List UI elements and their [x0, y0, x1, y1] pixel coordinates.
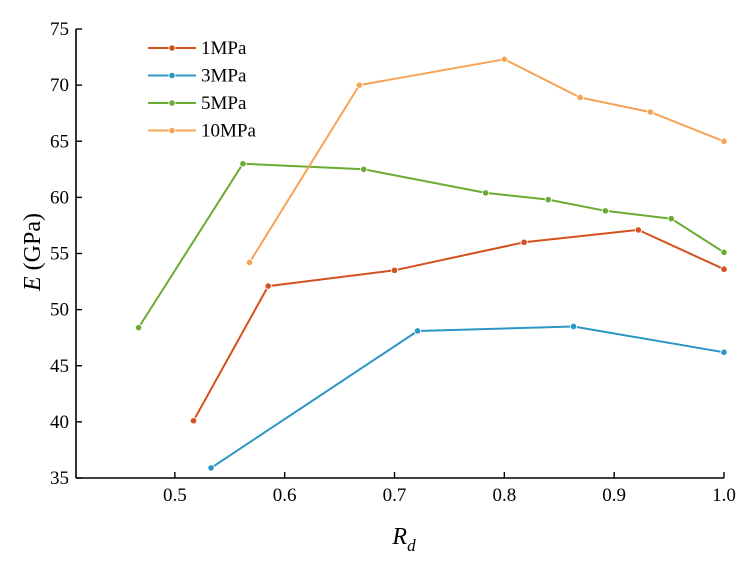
x-axis-title-main: R	[391, 524, 407, 550]
data-point-3mpa	[569, 322, 578, 331]
y-tick-label: 60	[50, 187, 69, 208]
data-point-1mpa	[390, 266, 399, 274]
legend: 1MPa 3MPa 5MPa 10MPa	[148, 38, 256, 142]
data-point-3mpa	[413, 327, 422, 335]
y-axis-title-symbol: E	[20, 276, 46, 292]
x-tick-label: 0.9	[602, 485, 626, 506]
y-tick-label: 50	[50, 300, 69, 321]
data-point-10mpa	[576, 93, 584, 102]
series-layer	[135, 55, 728, 472]
series-line-10mpa	[248, 58, 725, 264]
legend-label-3mpa: 3MPa	[201, 66, 247, 87]
data-point-1mpa	[720, 265, 728, 273]
x-tick-label: 0.6	[273, 485, 297, 506]
data-point-1mpa	[264, 282, 272, 290]
legend-marker-3mpa	[168, 71, 176, 80]
y-axis-title-unit: (GPa)	[20, 213, 46, 270]
data-point-1mpa	[634, 226, 642, 234]
series-line-1mpa	[192, 228, 725, 422]
data-point-5mpa	[360, 165, 368, 173]
data-point-10mpa	[500, 55, 508, 63]
y-tick-label: 40	[50, 412, 69, 433]
data-point-10mpa	[646, 108, 655, 116]
x-tick-label: 0.5	[163, 485, 187, 506]
data-point-5mpa	[135, 323, 143, 332]
data-point-3mpa	[207, 464, 215, 472]
data-point-10mpa	[720, 137, 728, 145]
series-line-5mpa	[137, 162, 725, 329]
legend-label-5mpa: 5MPa	[201, 93, 247, 114]
axes	[75, 29, 724, 479]
data-point-5mpa	[544, 196, 552, 204]
legend-marker-5mpa	[168, 99, 176, 107]
x-tick-label: 0.8	[492, 485, 516, 506]
y-ticks: 35 40 45 50 55 60 65 70 75	[50, 19, 82, 489]
x-tick-label: 0.7	[383, 485, 407, 506]
data-point-5mpa	[601, 207, 609, 215]
legend-label-1mpa: 1MPa	[201, 38, 247, 59]
series-line-3mpa	[210, 325, 725, 469]
y-tick-label: 35	[50, 468, 69, 489]
data-point-3mpa	[720, 348, 728, 356]
y-axis-title: E (GPa)	[20, 213, 46, 292]
y-tick-label: 55	[50, 244, 69, 265]
x-tick-label: 1.0	[712, 485, 736, 506]
data-point-5mpa	[482, 189, 490, 197]
legend-label-10mpa: 10MPa	[201, 121, 256, 142]
y-tick-label: 45	[50, 356, 69, 377]
x-ticks: 0.5 0.6 0.7 0.8 0.9 1.0	[163, 472, 736, 506]
y-tick-label: 65	[50, 131, 69, 152]
data-point-5mpa	[667, 215, 675, 223]
legend-marker-1mpa	[168, 44, 176, 52]
data-point-1mpa	[520, 238, 528, 246]
data-point-10mpa	[355, 81, 363, 89]
data-point-1mpa	[189, 417, 198, 425]
data-point-5mpa	[239, 160, 247, 168]
y-tick-label: 75	[50, 19, 69, 40]
x-axis-title: Rd	[391, 524, 416, 555]
y-tick-label: 70	[50, 75, 69, 96]
legend-marker-10mpa	[168, 126, 176, 135]
data-point-5mpa	[720, 248, 728, 256]
x-axis-title-subscript: d	[407, 536, 416, 555]
data-point-10mpa	[245, 258, 254, 267]
